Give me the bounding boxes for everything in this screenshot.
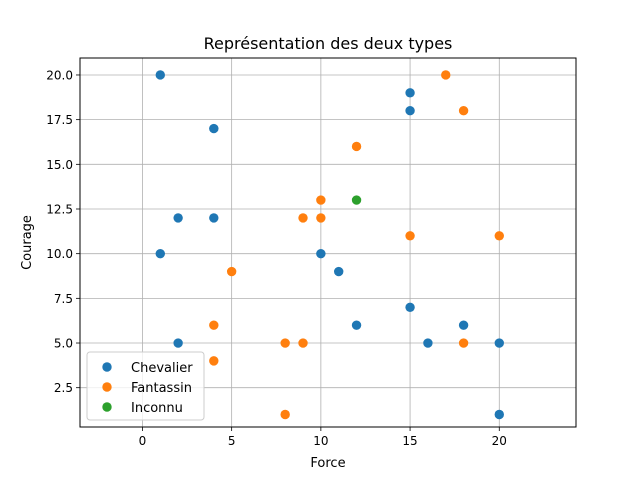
y-tick-label: 10.0 — [46, 247, 73, 261]
x-axis-label: Force — [310, 456, 345, 471]
legend-label-chevalier: Chevalier — [131, 361, 193, 376]
point-fantassin — [458, 106, 469, 116]
point-chevalier — [173, 338, 183, 348]
x-tick-label: 10 — [313, 434, 328, 448]
y-tick-label: 20.0 — [46, 68, 73, 82]
point-fantassin — [280, 409, 290, 420]
point-chevalier — [405, 106, 415, 116]
point-chevalier — [494, 409, 504, 420]
point-chevalier — [351, 320, 362, 330]
x-tick-label: 5 — [228, 434, 236, 448]
x-tick-label: 15 — [402, 434, 417, 448]
legend-marker-fantassin — [102, 382, 112, 392]
point-fantassin — [298, 213, 308, 223]
y-tick-label: 2.5 — [54, 381, 73, 395]
point-fantassin — [280, 338, 290, 348]
legend: Chevalier Fantassin Inconnu — [86, 351, 205, 421]
legend-marker-chevalier — [102, 362, 112, 372]
y-tick-label: 17.5 — [46, 113, 73, 127]
point-fantassin — [226, 266, 237, 277]
point-fantassin — [209, 356, 219, 366]
x-tick-label: 0 — [139, 434, 147, 448]
point-chevalier — [405, 88, 415, 98]
point-fantassin — [316, 213, 326, 223]
legend-marker-inconnu — [102, 402, 112, 412]
data-points — [155, 70, 504, 420]
point-chevalier — [458, 320, 469, 330]
plot-area-frame — [79, 57, 577, 428]
point-chevalier — [405, 302, 415, 312]
y-tick-label: 5.0 — [54, 337, 73, 351]
point-fantassin — [316, 195, 326, 205]
point-chevalier — [494, 338, 504, 348]
point-fantassin — [405, 231, 415, 241]
chart-title: Représentation des deux types — [204, 34, 453, 53]
y-tick-label: 15.0 — [46, 158, 73, 172]
point-fantassin — [209, 320, 219, 330]
point-chevalier — [173, 213, 183, 223]
point-fantassin — [298, 338, 308, 348]
point-fantassin — [441, 70, 451, 80]
y-tick-label: 12.5 — [46, 202, 73, 216]
legend-label-fantassin: Fantassin — [131, 381, 192, 396]
point-chevalier — [209, 123, 219, 134]
point-chevalier — [209, 213, 219, 223]
point-chevalier — [316, 248, 326, 259]
point-chevalier — [334, 266, 344, 277]
point-chevalier — [423, 338, 433, 348]
legend-label-inconnu: Inconnu — [131, 401, 183, 416]
point-fantassin — [351, 141, 362, 152]
point-chevalier — [155, 70, 165, 80]
x-tick-label: 20 — [492, 434, 507, 448]
axis-ticks: 0 5 10 15 20 2.5 5.0 7.5 10.0 12.5 15.0 17.5 20.0 — [46, 68, 507, 448]
legend-box — [86, 351, 205, 421]
point-chevalier — [155, 248, 165, 259]
y-axis-label: Courage — [20, 215, 35, 270]
point-inconnu — [351, 195, 362, 205]
point-fantassin — [494, 231, 504, 241]
point-fantassin — [458, 338, 469, 348]
y-tick-label: 7.5 — [54, 292, 73, 306]
